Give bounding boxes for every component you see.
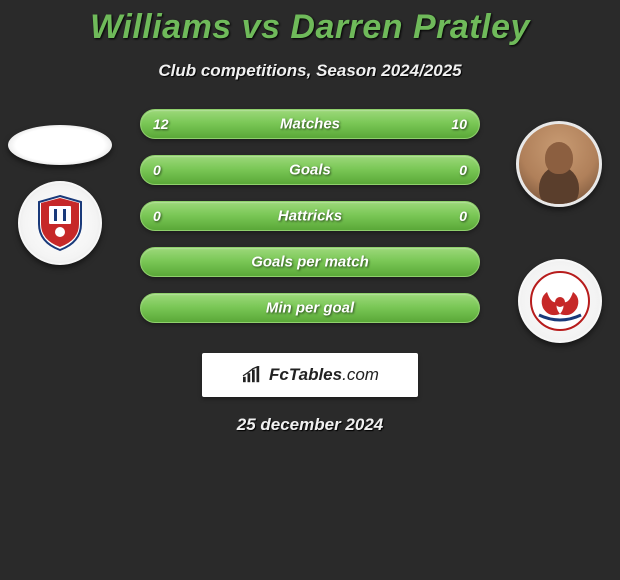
stat-row-matches: 12 Matches 10 (140, 109, 480, 139)
stat-label: Goals per match (251, 254, 369, 271)
stat-left-value: 0 (153, 162, 161, 178)
stat-label: Matches (280, 116, 340, 133)
stat-row-goals: 0 Goals 0 (140, 155, 480, 185)
stat-right-value: 0 (459, 162, 467, 178)
shield-icon (35, 194, 85, 252)
season-subtitle: Club competitions, Season 2024/2025 (0, 61, 620, 81)
page-title: Williams vs Darren Pratley (0, 0, 620, 47)
stat-label: Min per goal (266, 300, 354, 317)
brand-badge: FcTables.com (202, 353, 418, 397)
leyton-orient-crest (518, 259, 602, 343)
stat-right-value: 0 (459, 208, 467, 224)
brand-suffix: .com (342, 365, 379, 384)
stat-row-hattricks: 0 Hattricks 0 (140, 201, 480, 231)
crawley-town-crest (18, 181, 102, 265)
stat-right-value: 10 (451, 116, 467, 132)
stat-row-goals-per-match: Goals per match (140, 247, 480, 277)
brand-text: FcTables.com (269, 365, 379, 385)
dragon-crest-icon (529, 270, 591, 332)
stat-label: Hattricks (278, 208, 342, 225)
stats-bar-group: 12 Matches 10 0 Goals 0 0 Hattricks 0 Go… (140, 109, 480, 339)
stat-label: Goals (289, 162, 331, 179)
date-line: 25 december 2024 (0, 415, 620, 435)
stat-left-value: 0 (153, 208, 161, 224)
player-left-avatar (8, 125, 112, 165)
bar-chart-icon (241, 366, 263, 384)
stat-left-value: 12 (153, 116, 169, 132)
stat-row-min-per-goal: Min per goal (140, 293, 480, 323)
brand-name: FcTables (269, 365, 342, 384)
player-right-avatar (516, 121, 602, 207)
comparison-body: 12 Matches 10 0 Goals 0 0 Hattricks 0 Go… (0, 109, 620, 439)
